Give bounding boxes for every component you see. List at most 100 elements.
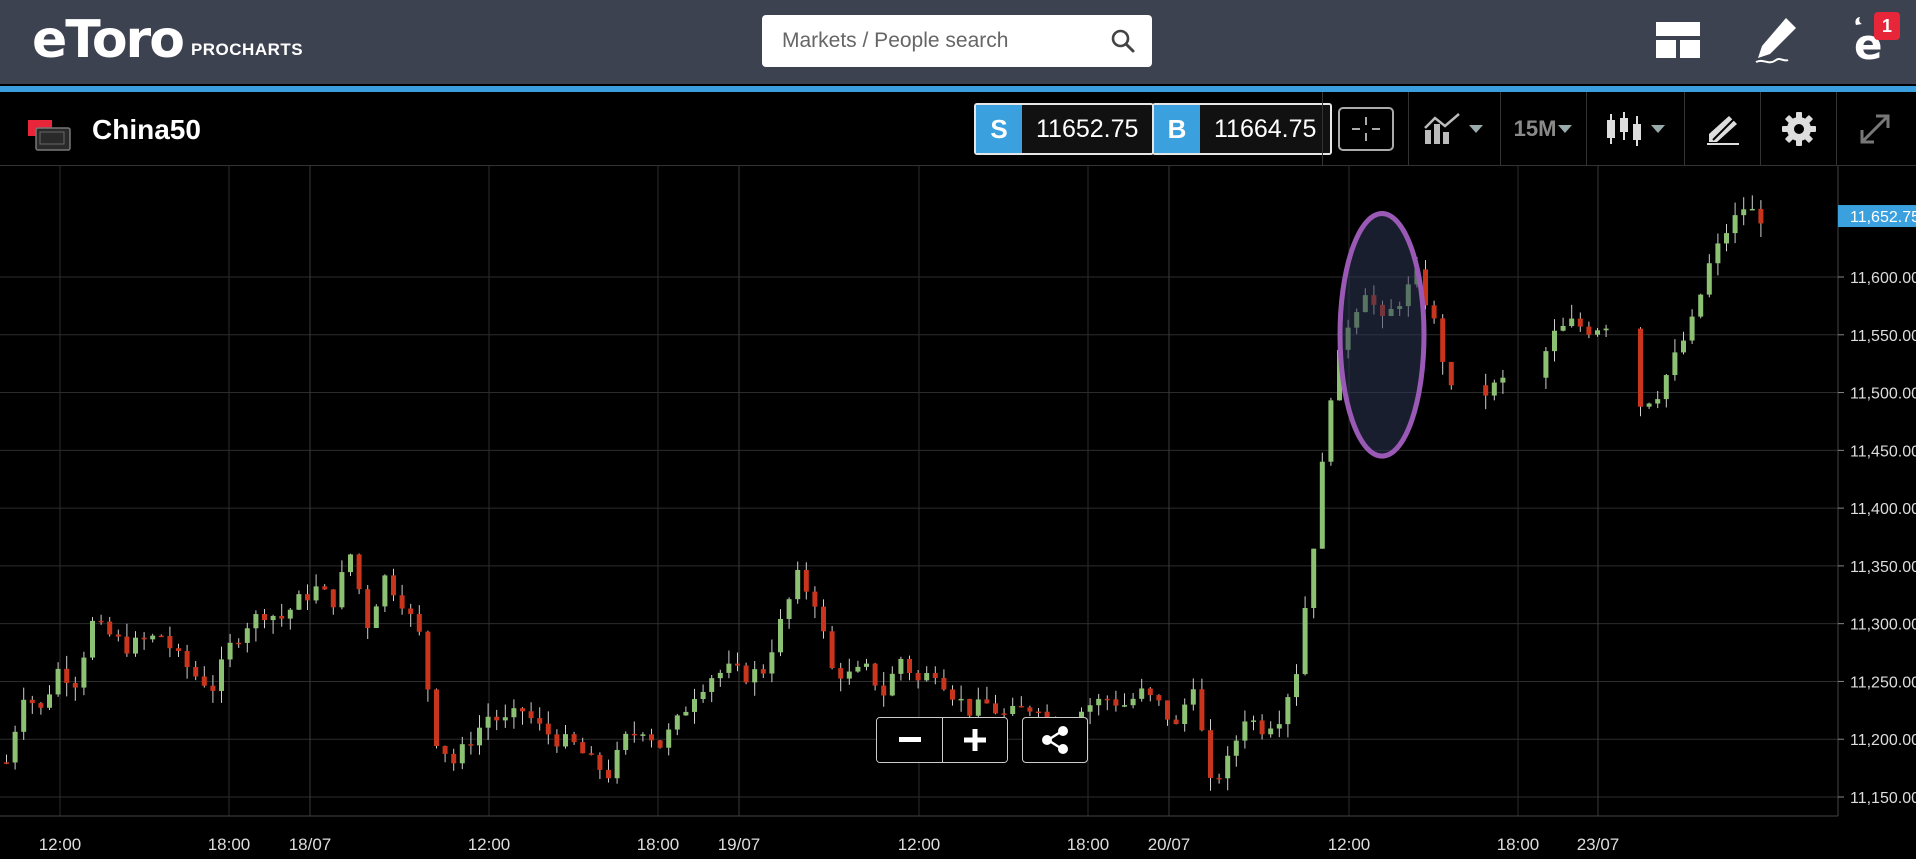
candle-body bbox=[150, 635, 156, 640]
pen-icon[interactable] bbox=[1750, 14, 1802, 66]
candle-body bbox=[167, 636, 173, 649]
candle-body bbox=[176, 648, 181, 651]
candle-body bbox=[373, 606, 379, 629]
candle-body bbox=[1560, 325, 1566, 331]
candle-body bbox=[752, 669, 758, 683]
candle-body bbox=[313, 586, 319, 601]
candle-body bbox=[391, 575, 396, 596]
sell-button[interactable]: S 11652.75 bbox=[974, 103, 1155, 155]
candle-body bbox=[365, 589, 371, 629]
candle-body bbox=[1672, 352, 1678, 376]
candle-body bbox=[614, 749, 620, 779]
candle-body bbox=[597, 754, 603, 770]
x-tick-label: 18/07 bbox=[289, 835, 332, 854]
candle-body bbox=[382, 575, 388, 607]
candle-body bbox=[649, 734, 654, 741]
candle-body bbox=[1311, 548, 1317, 609]
candle-body bbox=[1483, 385, 1489, 396]
candle-body bbox=[631, 733, 637, 736]
zoom-out-button[interactable] bbox=[877, 718, 942, 762]
candle-body bbox=[580, 742, 586, 754]
chevron-down-icon bbox=[1469, 125, 1483, 133]
candle-body bbox=[279, 615, 285, 619]
candle-body bbox=[1130, 698, 1136, 706]
settings-button[interactable] bbox=[1764, 92, 1834, 166]
indicators-icon bbox=[1424, 113, 1460, 144]
search-input[interactable] bbox=[782, 29, 1110, 53]
search-box[interactable] bbox=[762, 15, 1152, 67]
candle-body bbox=[1156, 695, 1162, 701]
candle-body bbox=[339, 572, 345, 608]
candle-body bbox=[898, 658, 904, 674]
candle-body bbox=[1104, 698, 1110, 701]
candle-body bbox=[1646, 403, 1652, 407]
candle-body bbox=[924, 673, 930, 681]
candle-body bbox=[55, 668, 61, 695]
candle-body bbox=[253, 614, 259, 629]
buy-label: B bbox=[1154, 105, 1200, 153]
candle-body bbox=[683, 711, 689, 716]
candle-body bbox=[1242, 721, 1248, 741]
indicators-button[interactable] bbox=[1412, 92, 1494, 166]
search-icon[interactable] bbox=[1110, 28, 1136, 54]
candle-body bbox=[554, 734, 560, 747]
zoom-in-button[interactable] bbox=[942, 718, 1007, 762]
crosshair-button[interactable] bbox=[1336, 92, 1396, 166]
candle-body bbox=[133, 637, 138, 654]
interval-selector[interactable]: 15M bbox=[1504, 92, 1582, 166]
toolbar-divider bbox=[1684, 92, 1685, 166]
drawing-tools-button[interactable] bbox=[1688, 92, 1758, 166]
x-axis: 12:00 18:00 18/07 12:00 18:00 19/07 12:00 18:00… bbox=[39, 835, 1620, 854]
buy-button[interactable]: B 11664.75 bbox=[1152, 103, 1333, 155]
candle-body bbox=[1199, 689, 1205, 731]
x-tick-label: 12:00 bbox=[468, 835, 511, 854]
fullscreen-button[interactable] bbox=[1840, 92, 1910, 166]
chevron-down-icon bbox=[1651, 125, 1665, 133]
toolbar-divider bbox=[1408, 92, 1409, 166]
candle-body bbox=[829, 631, 835, 669]
candle-body bbox=[64, 668, 70, 683]
candle-body bbox=[141, 637, 147, 640]
candle-body bbox=[1276, 724, 1282, 729]
interval-label: 15M bbox=[1513, 116, 1557, 141]
layout-icon[interactable] bbox=[1652, 14, 1704, 66]
candle-body bbox=[262, 614, 267, 621]
candle-body bbox=[889, 673, 895, 696]
candle-body bbox=[12, 731, 18, 763]
candle-body bbox=[158, 635, 164, 638]
y-tick-label: 11,150.00 bbox=[1850, 790, 1916, 807]
candle-body bbox=[1749, 208, 1755, 211]
candle-body bbox=[451, 753, 457, 764]
candle-body bbox=[1423, 269, 1428, 306]
candle-body bbox=[29, 699, 35, 704]
candle-body bbox=[1251, 720, 1256, 722]
candle-body bbox=[1337, 349, 1342, 401]
candle-body bbox=[1182, 704, 1188, 725]
candle-body bbox=[821, 606, 826, 632]
candle-body bbox=[657, 740, 663, 748]
chart-type-button[interactable] bbox=[1590, 92, 1680, 166]
y-axis: 11,150.00 11,200.00 11,250.00 11,300.00 11,3… bbox=[1838, 270, 1916, 807]
etoro-notifications-icon[interactable]: e 1 bbox=[1846, 12, 1900, 66]
candle-body bbox=[38, 703, 44, 708]
buy-price: 11664.75 bbox=[1200, 105, 1331, 153]
y-tick-label: 11,400.00 bbox=[1850, 501, 1916, 518]
candle-body bbox=[90, 620, 95, 658]
candle-body bbox=[330, 589, 336, 608]
candle-body bbox=[1552, 330, 1557, 352]
candle-body bbox=[201, 676, 207, 686]
y-tick-label: 11,550.00 bbox=[1850, 328, 1916, 345]
candle-body bbox=[967, 698, 973, 716]
sell-price: 11652.75 bbox=[1022, 105, 1153, 153]
y-tick-label: 11,600.00 bbox=[1850, 270, 1916, 287]
share-button[interactable] bbox=[1022, 717, 1088, 763]
candle-body bbox=[1018, 705, 1024, 708]
candle-body bbox=[442, 745, 448, 754]
candle-body bbox=[81, 657, 87, 688]
etoro-logo[interactable]: eToro PROCHARTS bbox=[32, 14, 303, 66]
candle-body bbox=[1302, 608, 1308, 675]
candle-body bbox=[769, 652, 775, 674]
candle-body bbox=[537, 718, 543, 724]
candle-body bbox=[296, 594, 302, 610]
highlight-ellipse bbox=[1337, 210, 1427, 459]
